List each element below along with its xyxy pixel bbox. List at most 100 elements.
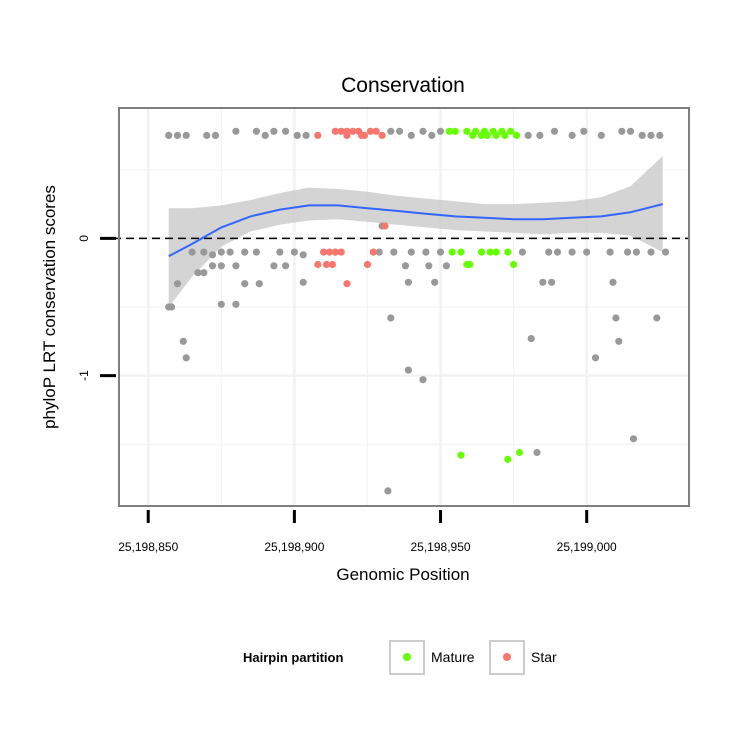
point-star <box>343 127 351 135</box>
point-star <box>337 127 345 135</box>
point-other <box>653 314 661 322</box>
point-star <box>369 248 377 256</box>
point-other <box>647 248 655 256</box>
point-other <box>252 248 260 256</box>
point-other <box>612 314 620 322</box>
point-other <box>536 131 544 139</box>
point-other <box>401 262 410 270</box>
point-other <box>165 131 173 139</box>
point-other <box>270 127 278 135</box>
smooth-fit-line <box>168 203 663 258</box>
point-other <box>527 335 535 343</box>
point-other <box>387 127 395 135</box>
point-other <box>173 280 182 288</box>
point-other <box>182 131 190 139</box>
point-mature <box>448 248 456 256</box>
point-other <box>615 337 623 345</box>
point-other <box>419 376 427 384</box>
point-other <box>375 248 383 256</box>
point-other <box>276 248 284 256</box>
point-other <box>618 127 626 135</box>
point-other <box>282 127 290 135</box>
point-other <box>232 262 240 270</box>
point-other <box>539 278 547 286</box>
point-other <box>545 248 553 256</box>
point-other <box>217 248 225 256</box>
point-star <box>343 280 351 288</box>
point-mature <box>445 127 453 135</box>
point-other <box>396 127 404 135</box>
point-other <box>662 248 670 256</box>
point-mature <box>507 127 515 135</box>
legend-item-star: Star <box>489 640 557 675</box>
x-tick-label: 25,198,950 <box>411 540 471 554</box>
point-star <box>378 131 386 139</box>
smooth-confidence-band <box>168 156 663 307</box>
point-other <box>431 278 439 286</box>
point-mature <box>512 131 521 139</box>
point-other <box>404 366 412 374</box>
point-other <box>188 248 196 256</box>
point-mature <box>469 131 477 139</box>
point-mature <box>463 127 471 135</box>
point-other <box>583 248 591 256</box>
point-other <box>255 280 263 288</box>
point-other <box>241 280 249 288</box>
point-other <box>168 303 176 311</box>
point-mature <box>457 248 465 256</box>
point-other <box>597 131 605 139</box>
point-star <box>328 260 336 269</box>
point-other <box>419 127 427 135</box>
point-mature <box>492 131 500 139</box>
point-other <box>624 248 632 256</box>
point-other <box>293 131 301 139</box>
point-other <box>203 131 211 139</box>
point-other <box>232 127 240 135</box>
point-other <box>568 248 576 256</box>
x-axis-title: Genomic Position <box>336 565 469 584</box>
point-other <box>173 131 182 139</box>
legend: Hairpin partition Mature Star <box>243 640 557 675</box>
point-other <box>232 300 240 308</box>
point-other <box>606 248 614 256</box>
point-other <box>548 278 556 286</box>
point-other <box>217 300 225 308</box>
scatter-points <box>165 127 670 495</box>
point-mature <box>477 248 486 256</box>
point-other <box>407 248 415 256</box>
point-other <box>404 278 412 286</box>
legend-swatch-mature <box>403 653 411 661</box>
point-other <box>200 269 208 277</box>
y-tick-label: 0 <box>77 235 91 242</box>
point-other <box>252 127 260 135</box>
point-other <box>436 248 445 256</box>
point-mature <box>483 131 491 139</box>
point-other <box>656 131 664 139</box>
panel-border <box>118 107 690 507</box>
point-other <box>302 131 310 139</box>
point-other <box>442 262 450 270</box>
point-star <box>358 131 366 139</box>
point-other <box>629 435 638 443</box>
point-other <box>638 131 646 139</box>
point-star <box>322 260 331 269</box>
point-other <box>580 127 588 135</box>
plot-panel <box>100 107 690 507</box>
point-mature <box>466 260 474 269</box>
point-mature <box>451 127 459 135</box>
legend-swatch-star <box>503 653 511 661</box>
point-mature <box>509 260 518 269</box>
point-other <box>179 337 187 345</box>
point-other <box>390 248 398 256</box>
point-star <box>363 260 372 269</box>
point-other <box>387 314 395 322</box>
point-other <box>425 262 433 270</box>
point-other <box>626 127 635 135</box>
point-other <box>632 248 641 256</box>
point-other <box>553 248 562 256</box>
point-star <box>325 248 334 256</box>
point-star <box>320 248 328 256</box>
point-mature <box>492 248 500 256</box>
point-other <box>568 131 576 139</box>
